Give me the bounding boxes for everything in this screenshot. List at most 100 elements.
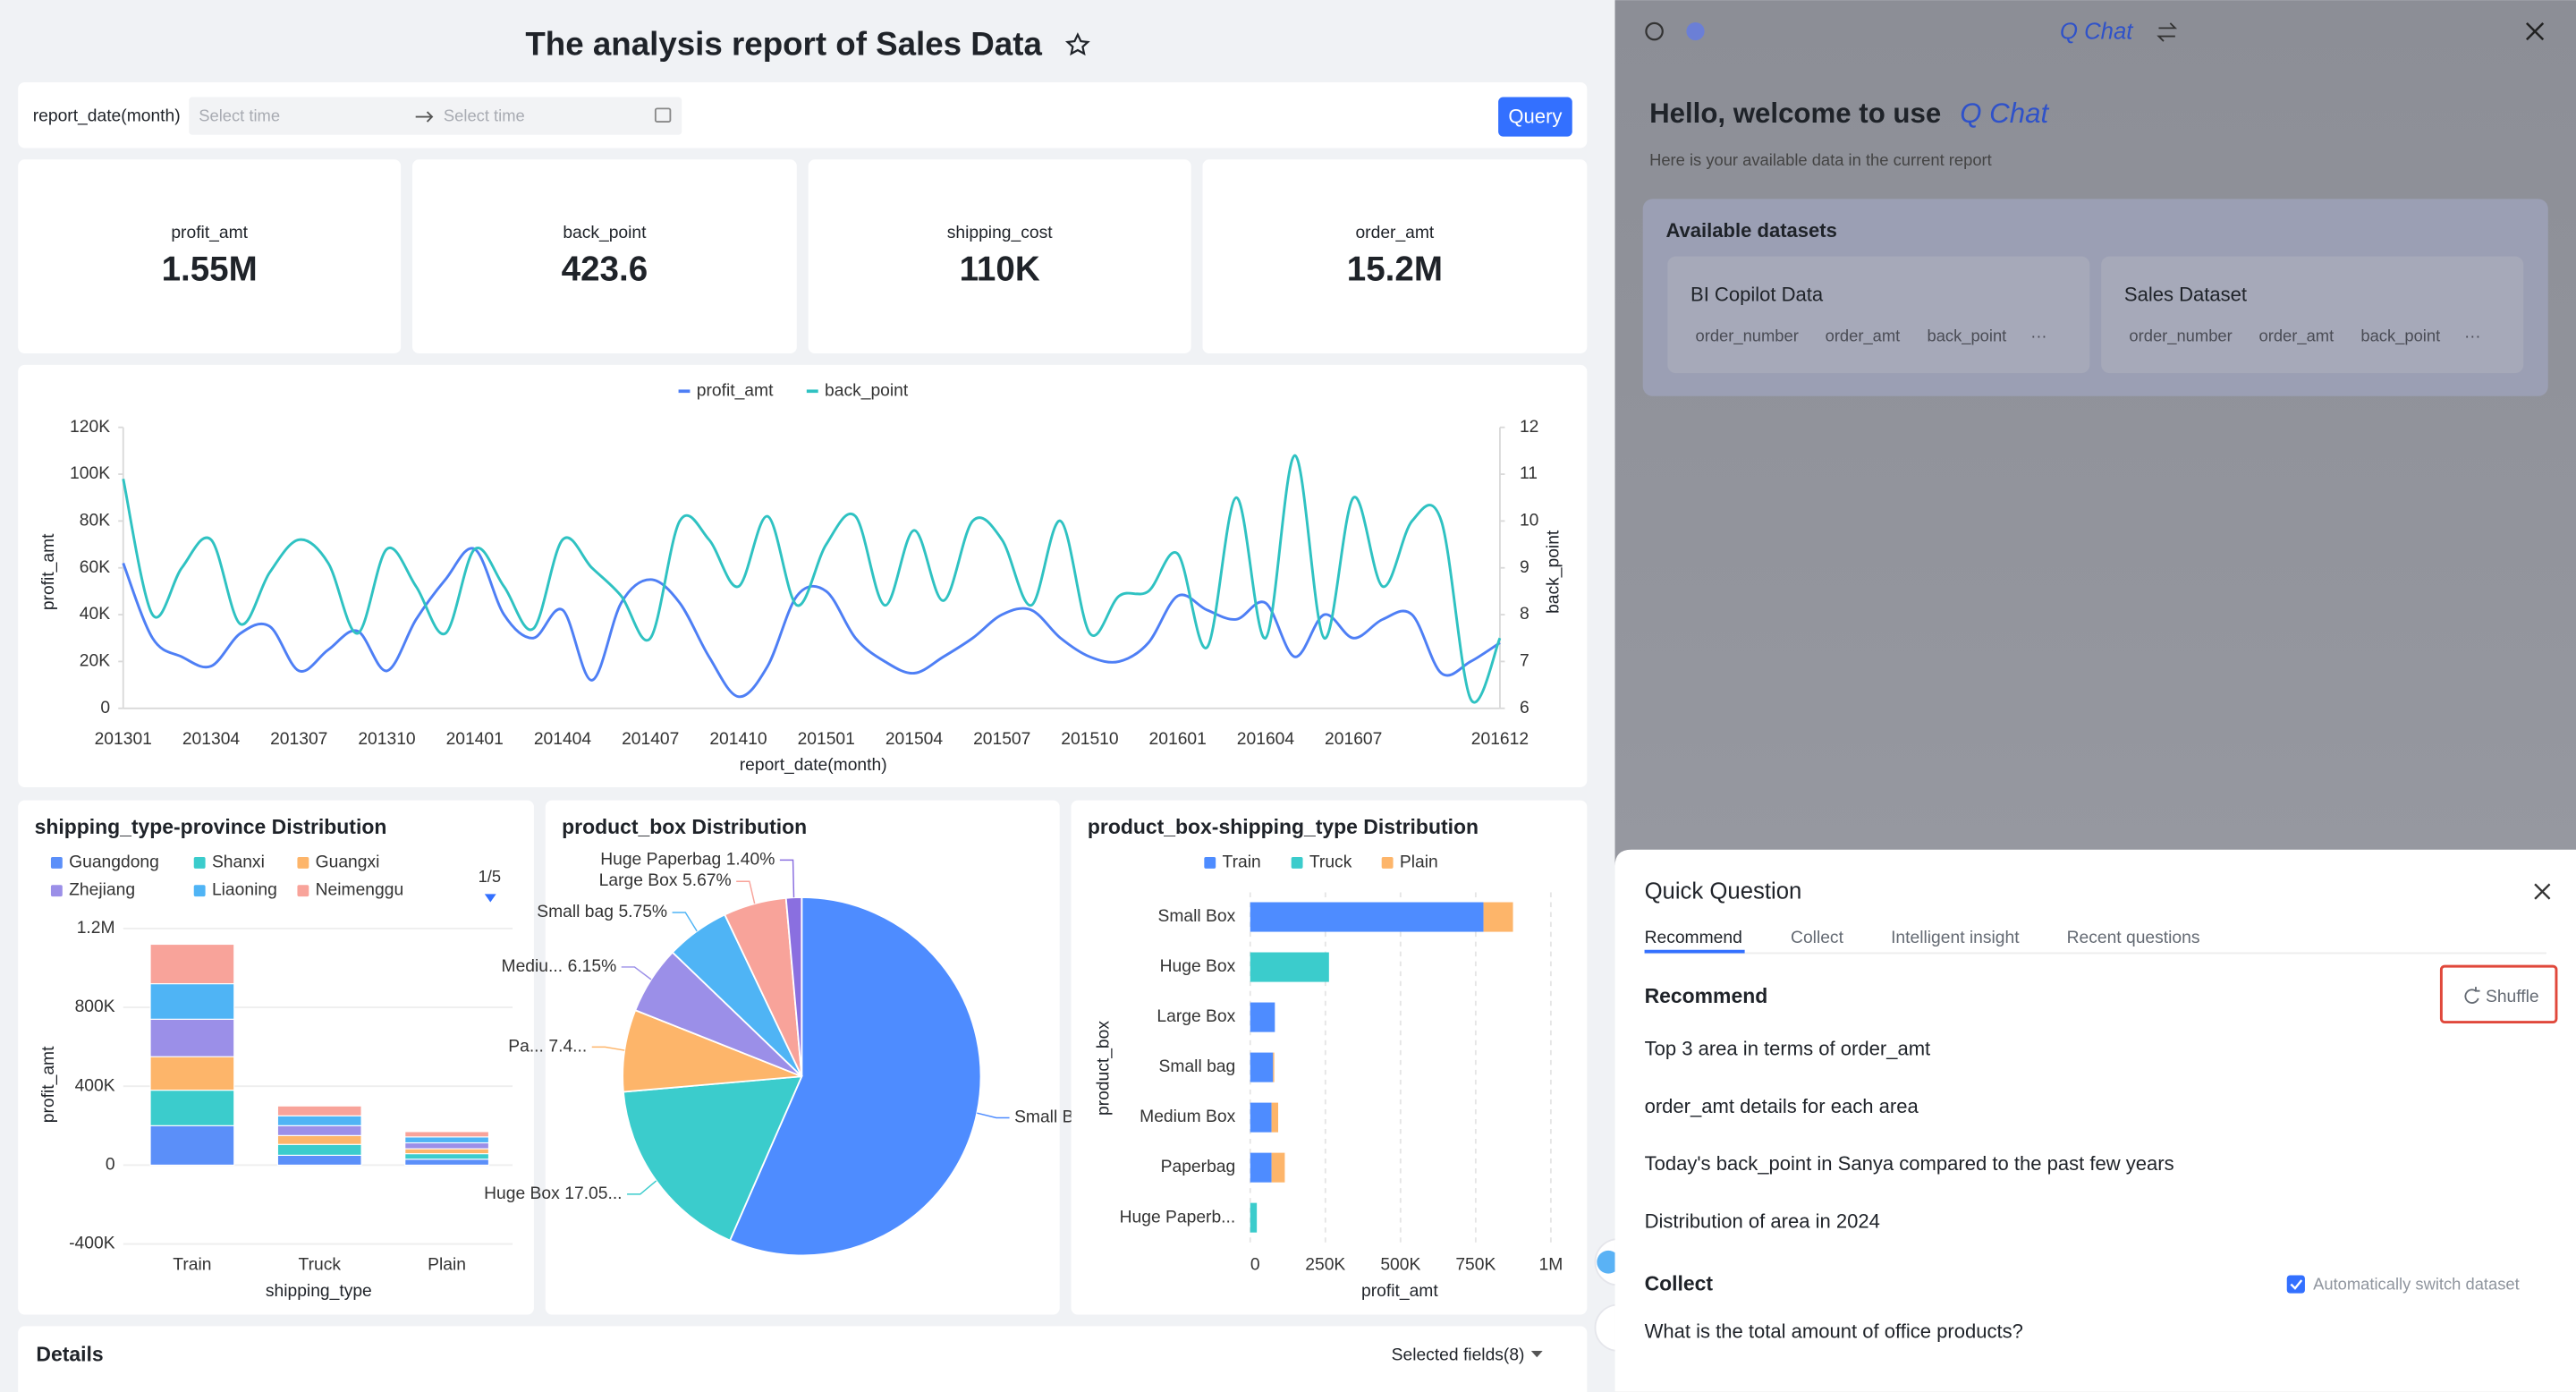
bar-segment [150,1057,234,1090]
y-tick-label: 0 [106,1155,115,1174]
legend-page: 1/5 [479,867,502,886]
bar-segment [1250,1003,1275,1032]
y-tick-label: Medium Box [1140,1108,1235,1126]
y2-tick-label: 8 [1520,605,1530,624]
recommended-question[interactable]: Distribution of area in 2024 [1645,1210,1880,1233]
bar-segment [150,984,234,1020]
x-tick-label: 201401 [446,730,504,749]
greeting-subtitle: Here is your available data in the curre… [1649,150,1992,169]
y-tick-label: 60K [80,558,110,577]
x-tick-label: 201601 [1149,730,1207,749]
line-chart-card [18,365,1587,787]
bar-segment [1250,1103,1272,1133]
chart-title: product_box Distribution [562,815,807,838]
x-tick-label: 250K [1305,1256,1345,1275]
kpi-label: back_point [563,224,647,242]
slice-name: Small bag [537,903,614,921]
slice-name: Pa... [508,1037,544,1056]
slice-label: Large Box5.67% [599,871,732,890]
selected-fields[interactable]: Selected fields(8) [1392,1346,1525,1365]
dataset-field: order_number [2129,327,2232,346]
x-tick-label: 201504 [886,730,944,749]
collect-title: Collect [1645,1272,1714,1295]
recommended-question[interactable]: Today's back_point in Sanya compared to … [1645,1152,2174,1175]
y-tick-label: Huge Paperb... [1120,1208,1236,1226]
bar-segment [405,1149,489,1154]
y-tick-label: 40K [80,605,110,624]
collected-question[interactable]: What is the total amount of office produ… [1645,1320,2023,1343]
dataset-field: back_point [1927,327,2006,346]
kpi-label: shipping_cost [947,224,1053,242]
bar-segment [1273,1053,1274,1082]
x-axis-title: report_date(month) [740,756,887,775]
y2-tick-label: 10 [1520,511,1538,530]
dataset-field: order_amt [1826,327,1901,346]
y-tick-label: Small bag [1159,1057,1236,1076]
slice-value-label: 1.40% [726,850,775,869]
shuffle-button[interactable]: Shuffle [2486,988,2539,1006]
y-axis-title: profit_amt [39,1046,58,1123]
kpi-label: order_amt [1355,224,1434,242]
y2-tick-label: 12 [1520,418,1538,437]
bar-segment [277,1144,361,1155]
legend-label: back_point [825,381,909,400]
start-placeholder: Select time [199,106,280,124]
x-tick-label: 201507 [973,730,1030,749]
quick-question-title: Quick Question [1645,878,1802,904]
recommended-question[interactable]: order_amt details for each area [1645,1095,1919,1117]
tab[interactable]: Recommend [1645,929,1742,947]
dataset-field: order_amt [2259,327,2334,346]
x-tick-label: Train [173,1256,211,1275]
x-tick-label: 201501 [798,730,855,749]
x-tick-label: 201407 [622,730,679,749]
bar-segment [150,1125,234,1165]
tab[interactable]: Intelligent insight [1891,929,2020,947]
legend-marker [51,885,63,896]
bar-segment [150,1019,234,1057]
x-tick-label: 201304 [182,730,241,749]
dataset-name[interactable]: Sales Dataset [2124,284,2247,306]
slice-value-label: 7.4... [548,1037,587,1056]
chart-title: product_box-shipping_type Distribution [1088,815,1479,838]
bar-segment [1250,1053,1274,1082]
tab[interactable]: Recent questions [2067,929,2200,947]
x-tick-label: 201612 [1471,730,1529,749]
dataset-name[interactable]: BI Copilot Data [1690,284,1824,306]
y-tick-label: Paperbag [1161,1158,1236,1176]
recommended-question[interactable]: Top 3 area in terms of order_amt [1645,1038,1931,1060]
y-tick-label: 400K [75,1076,115,1095]
bar-segment [405,1132,489,1137]
bar-segment [1484,903,1513,932]
slice-label: Small bag5.75% [537,903,667,921]
dataset-card[interactable] [1667,257,2089,373]
query-button-label[interactable]: Query [1508,105,1562,127]
new-chat-icon[interactable] [1686,22,1704,40]
slice-label: Huge Box17.05... [484,1184,622,1203]
legend-marker [1204,857,1216,869]
tab[interactable]: Collect [1791,929,1844,947]
legend-marker [297,885,309,896]
legend-marker [1382,857,1394,869]
datasets-title: Available datasets [1665,219,1836,242]
y-tick-label: 120K [70,418,110,437]
auto-switch-label: Automatically switch dataset [2313,1274,2520,1293]
slice-value-label: 5.67% [682,871,732,890]
x-tick-label: 201301 [95,730,152,749]
y2-tick-label: 11 [1520,464,1538,483]
kpi-value: 1.55M [162,250,258,288]
x-tick-label: 0 [1250,1256,1260,1275]
dataset-card[interactable] [2101,257,2523,373]
x-tick-label: Truck [299,1256,342,1275]
bar-segment [277,1155,361,1165]
bar-segment [405,1159,489,1166]
end-placeholder: Select time [444,106,525,124]
greeting-brand: Q Chat [1960,98,2049,129]
greeting: Hello, welcome to use [1649,98,1941,129]
dataset-field: ··· [2030,327,2046,345]
filter-label: report_date(month) [33,107,181,126]
auto-switch-checkbox[interactable] [2287,1275,2305,1293]
legend-label: Truck [1309,853,1352,872]
x-tick-label: 201410 [709,730,767,749]
